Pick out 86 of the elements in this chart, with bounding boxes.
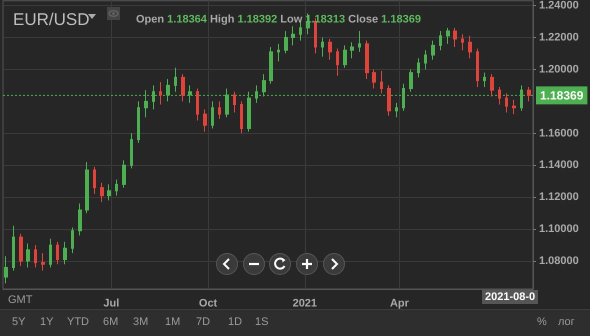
candlestick: [4, 256, 8, 284]
y-tick-label: 1.14000: [539, 159, 579, 172]
text: 1D: [228, 316, 242, 328]
x-tick-label: 2021: [292, 298, 318, 310]
candlestick: [277, 43, 280, 62]
candlestick: [100, 182, 104, 202]
candlestick: [409, 68, 413, 92]
candlestick: [137, 100, 140, 144]
candlestick: [512, 99, 516, 115]
candlestick: [439, 30, 442, 51]
candlestick: [41, 252, 45, 272]
candlestick: [196, 88, 199, 121]
candlestick: [350, 42, 354, 59]
candlestick: [483, 72, 486, 88]
candlestick: [453, 27, 457, 48]
y-tick-label: 1.08000: [539, 255, 579, 268]
text: %: [537, 316, 547, 328]
ref-line-label: 1.18369: [540, 88, 584, 102]
candlestick: [490, 74, 494, 98]
text: 5Y: [12, 316, 26, 328]
candlestick: [395, 102, 398, 118]
candlestick: [461, 34, 464, 51]
candlestick: [446, 27, 450, 44]
candlestick: [71, 227, 74, 254]
text: 6M: [103, 316, 118, 328]
candlestick: [19, 233, 23, 266]
candlestick: [476, 48, 479, 88]
y-tick-label: 1.12000: [539, 191, 579, 204]
text: EUR/USD: [13, 10, 90, 29]
candlestick: [240, 100, 243, 134]
candlestick: [49, 238, 52, 268]
candlestick: [424, 50, 427, 70]
y-tick-label: 1.22000: [539, 31, 579, 44]
text: 1Y: [40, 316, 54, 328]
candlestick: [174, 67, 177, 92]
candlestick: [343, 44, 347, 68]
candlestick: [122, 160, 126, 188]
candlestick: [321, 36, 324, 58]
candlestick: [56, 241, 59, 265]
text: 3M: [133, 316, 148, 328]
text: 2021-08-0: [482, 290, 538, 304]
text: 7D: [196, 316, 210, 328]
candlestick: [130, 132, 133, 169]
candlestick: [498, 86, 501, 106]
x-tick-label: Oct: [198, 298, 218, 310]
text: лог: [558, 316, 575, 328]
candlestick: [372, 68, 376, 90]
candlestick: [358, 30, 361, 52]
candlestick: [365, 40, 369, 80]
text: GMT: [8, 294, 32, 306]
candlestick: [328, 38, 332, 60]
candlestick: [527, 86, 531, 102]
candlestick: [505, 92, 508, 114]
candlestick: [211, 100, 214, 129]
candlestick: [380, 70, 383, 94]
candlestick: [115, 179, 118, 196]
candlestick: [63, 241, 67, 265]
x-tick-label: Apr: [390, 298, 410, 310]
candlestick: [203, 108, 207, 132]
candlestick: [78, 203, 82, 236]
candlestick: [12, 225, 15, 272]
y-tick-label: 1.10000: [539, 223, 579, 236]
candlestick: [291, 26, 295, 46]
candlestick: [417, 58, 420, 78]
candlestick: [93, 166, 96, 194]
candlestick: [107, 184, 111, 201]
text: 1S: [255, 316, 268, 328]
candlestick: [159, 82, 162, 106]
candlestick: [468, 35, 472, 59]
candlestick: [336, 48, 339, 76]
candlestick: [218, 100, 221, 120]
candlestick: [431, 40, 435, 60]
text: YTD: [67, 316, 89, 328]
candlestick: [85, 162, 89, 214]
x-tick-label: Jul: [103, 298, 120, 310]
candlestick: [26, 242, 30, 268]
y-tick-label: 1.24000: [539, 0, 579, 12]
y-tick-label: 1.16000: [539, 127, 579, 140]
candlestick: [181, 74, 185, 102]
text: 1M: [165, 316, 180, 328]
y-tick-label: 1.20000: [539, 63, 579, 76]
candlestick: [284, 30, 288, 54]
candlestick: [34, 244, 37, 268]
candlestick: [387, 84, 391, 116]
candlestick: [269, 46, 273, 84]
candlestick: [233, 91, 236, 114]
